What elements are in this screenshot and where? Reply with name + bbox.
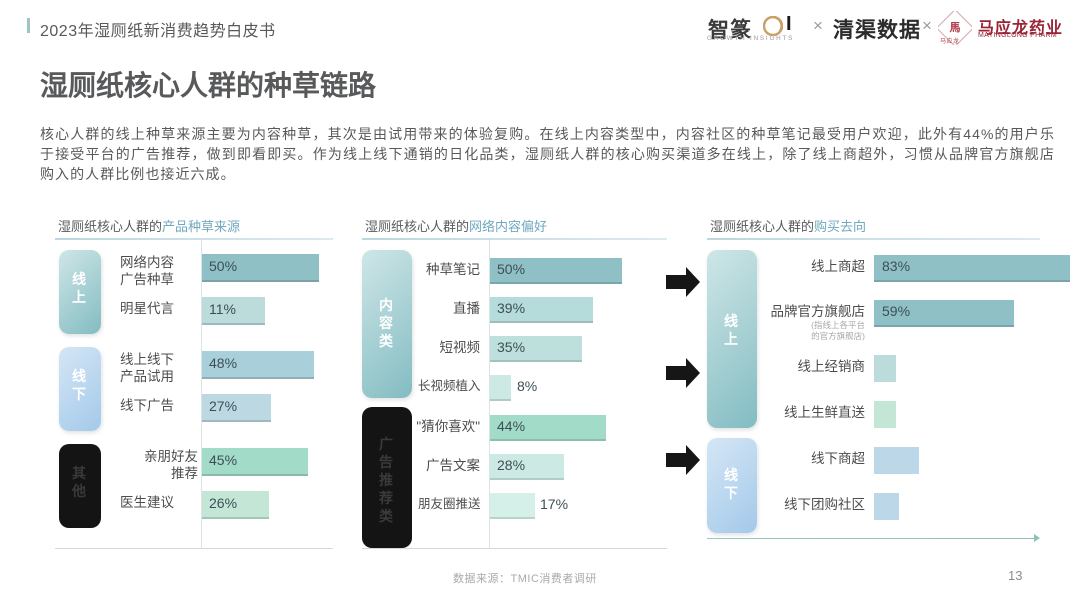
svg-text:馬: 馬 [950,21,961,34]
